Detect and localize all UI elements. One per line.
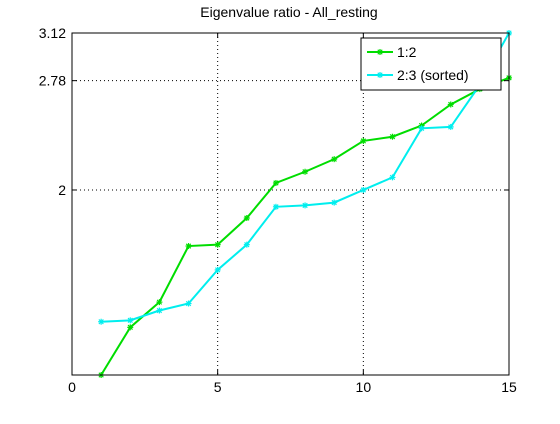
x-tick-label: 0 — [68, 379, 76, 395]
y-tick-label: 2.78 — [39, 73, 66, 89]
data-point — [389, 134, 395, 140]
legend: 1:2 2:3 (sorted) — [361, 38, 501, 90]
y-tick-label: 2 — [58, 182, 66, 198]
data-point — [302, 202, 308, 208]
data-point — [448, 101, 454, 107]
legend-marker — [377, 72, 383, 78]
data-point — [302, 169, 308, 175]
y-tick-label: 3.12 — [39, 25, 66, 41]
data-point — [448, 124, 454, 130]
data-point — [360, 138, 366, 144]
x-tick-label: 15 — [501, 379, 517, 395]
data-point — [273, 204, 279, 210]
x-tick-label: 5 — [214, 379, 222, 395]
data-point — [127, 324, 133, 330]
chart-title: Eigenvalue ratio - All_resting — [200, 4, 377, 20]
data-point — [273, 180, 279, 186]
data-point — [186, 243, 192, 249]
data-point — [186, 301, 192, 307]
legend-label: 1:2 — [397, 44, 417, 60]
legend-marker — [377, 49, 383, 55]
data-point — [98, 319, 104, 325]
data-point — [215, 267, 221, 273]
data-point — [244, 215, 250, 221]
data-point — [156, 308, 162, 314]
data-point — [331, 200, 337, 206]
data-point — [331, 156, 337, 162]
data-point — [215, 242, 221, 248]
data-point — [419, 125, 425, 131]
legend-label: 2:3 (sorted) — [397, 67, 469, 83]
x-tick-label: 10 — [356, 379, 372, 395]
data-point — [360, 187, 366, 193]
data-point — [127, 317, 133, 323]
data-point — [389, 174, 395, 180]
data-point — [156, 299, 162, 305]
data-point — [244, 242, 250, 248]
